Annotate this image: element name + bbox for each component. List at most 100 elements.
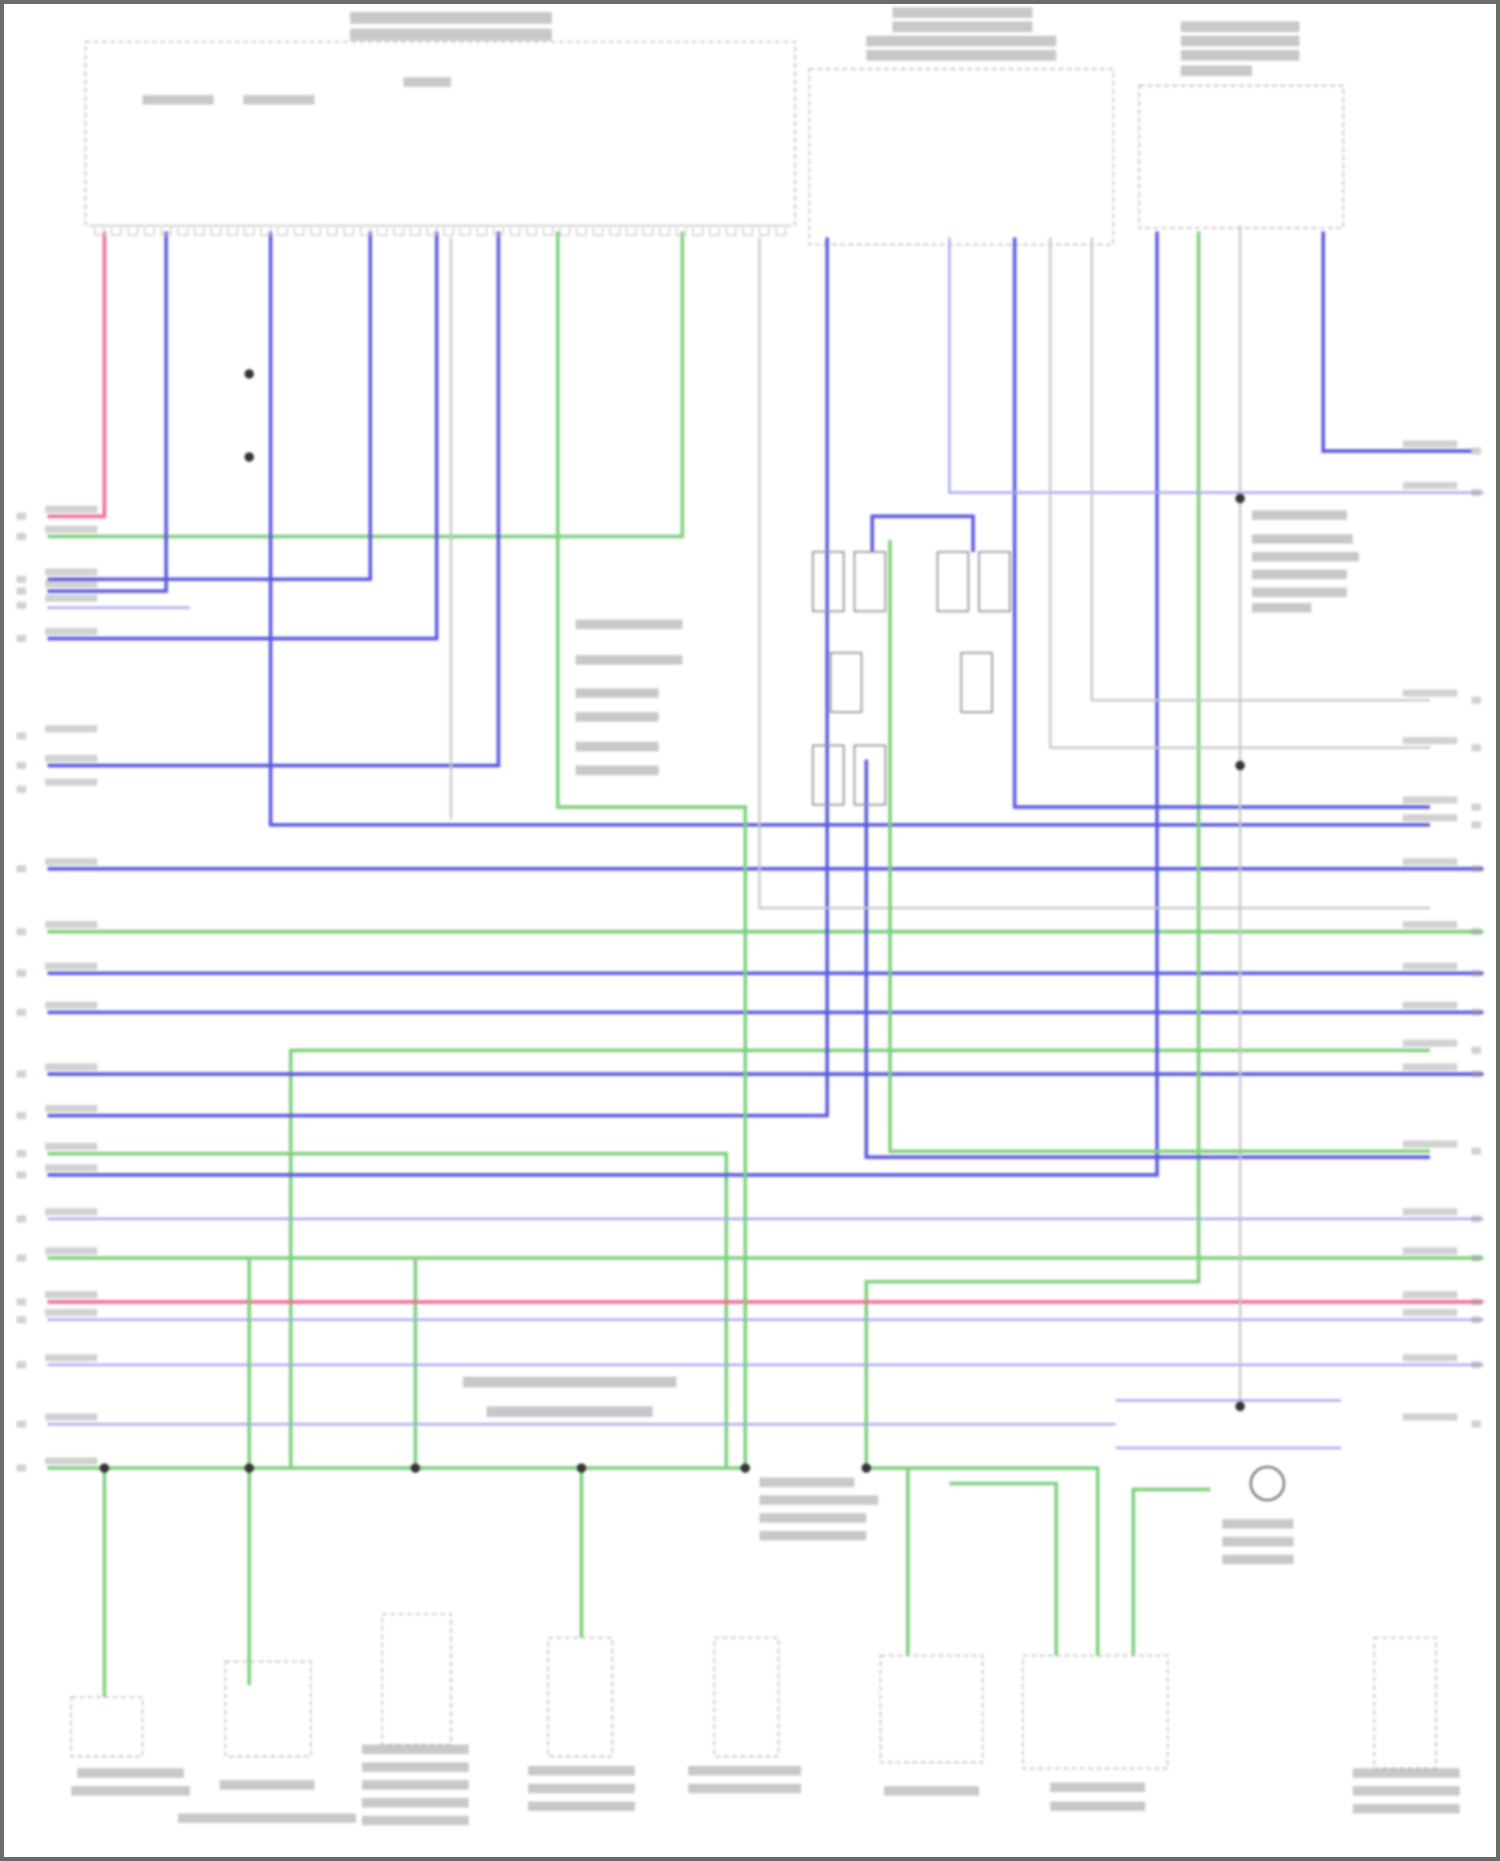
module-outline xyxy=(70,1696,144,1758)
label-text-block xyxy=(1050,1782,1146,1793)
wire-green xyxy=(47,231,685,539)
cavity-number xyxy=(16,928,27,936)
wire-light_gray xyxy=(1049,237,1430,749)
label-text-block xyxy=(759,1513,867,1523)
clockspring-icon xyxy=(1249,1465,1286,1502)
inline-connector xyxy=(936,551,970,613)
wire-label xyxy=(45,594,98,602)
cavity-number xyxy=(1471,821,1482,829)
pin-marker xyxy=(144,225,155,236)
cavity-number xyxy=(1471,1298,1482,1306)
label-text-block xyxy=(528,1783,635,1794)
wire-label xyxy=(1402,1140,1458,1148)
label-text-block xyxy=(1180,21,1300,33)
wire-blue xyxy=(268,231,1430,827)
wire-label xyxy=(45,1291,98,1299)
wire-label xyxy=(1402,1039,1458,1047)
wire-label xyxy=(1402,1309,1458,1317)
pin-marker xyxy=(642,225,654,236)
wire-label xyxy=(45,1001,98,1009)
splice-dot xyxy=(244,452,254,462)
cavity-number xyxy=(1471,969,1482,977)
label-text-block xyxy=(1180,49,1300,61)
cavity-number xyxy=(1471,696,1482,704)
cavity-number xyxy=(16,587,27,595)
pin-marker xyxy=(709,225,720,236)
cavity-number xyxy=(1471,1420,1482,1428)
wire-label xyxy=(1402,689,1458,697)
pin-marker xyxy=(609,225,621,236)
splice-dot xyxy=(244,1463,254,1473)
wire-label xyxy=(45,1164,98,1172)
pin-marker xyxy=(177,225,189,236)
label-text-block xyxy=(361,1762,469,1772)
pin-marker xyxy=(227,225,238,236)
label-text-block xyxy=(142,95,214,105)
cavity-number xyxy=(16,1070,27,1078)
wire-label xyxy=(1402,440,1458,448)
module-outline xyxy=(879,1654,984,1764)
cavity-number xyxy=(1471,803,1482,811)
inline-connector xyxy=(853,744,887,806)
wire-label xyxy=(45,1142,98,1151)
wire-green xyxy=(555,231,748,1469)
cavity-number xyxy=(1471,1316,1482,1324)
pin-marker xyxy=(310,225,322,236)
splice-dot xyxy=(99,1463,110,1473)
wire-light_gray xyxy=(758,237,1430,910)
wire-green xyxy=(288,1048,1430,1469)
wire-label xyxy=(45,1104,98,1113)
label-text-block xyxy=(1251,569,1347,580)
module-outline xyxy=(84,40,796,227)
inline-connector xyxy=(978,551,1011,613)
wire-label xyxy=(45,921,98,929)
pin-marker xyxy=(360,225,371,236)
cavity-number xyxy=(16,1316,27,1324)
label-text-block xyxy=(575,712,659,722)
label-text-block xyxy=(77,1768,184,1778)
pin-marker xyxy=(393,225,405,236)
pin-marker xyxy=(260,225,272,236)
cavity-number xyxy=(16,761,27,770)
label-text-block xyxy=(361,1744,469,1755)
wire-label xyxy=(45,1063,98,1071)
pin-marker xyxy=(410,225,421,236)
inline-connector xyxy=(960,651,993,714)
label-text-block xyxy=(1251,602,1312,613)
wire-label xyxy=(1402,1001,1458,1009)
wire-blue xyxy=(47,231,1159,1177)
wire-label xyxy=(1402,1208,1458,1216)
pin-marker xyxy=(526,225,537,236)
module-outline xyxy=(1022,1654,1169,1770)
label-text-block xyxy=(1180,35,1300,47)
cavity-number xyxy=(16,969,27,977)
wire-label xyxy=(45,1208,98,1216)
cavity-number xyxy=(16,635,27,643)
label-text-block xyxy=(575,765,659,776)
label-text-block xyxy=(361,1780,469,1790)
wire-blue xyxy=(47,231,501,768)
pin-marker xyxy=(542,225,554,236)
label-text-block xyxy=(1251,534,1353,544)
label-text-block xyxy=(892,21,1033,33)
splice-dot xyxy=(244,369,254,379)
wire-green xyxy=(866,1466,1100,1656)
module-outline xyxy=(808,68,1115,246)
pin-marker xyxy=(493,225,504,236)
module-outline xyxy=(713,1636,780,1758)
wire-blue xyxy=(870,514,975,552)
cavity-number xyxy=(16,1420,27,1428)
wire-label xyxy=(45,1413,98,1421)
pin-marker xyxy=(160,225,172,236)
pin-marker xyxy=(110,225,122,236)
wire-label xyxy=(45,505,98,513)
wire-label xyxy=(45,1247,98,1255)
wire-label xyxy=(45,1457,98,1465)
pin-marker xyxy=(426,225,438,236)
wire-label xyxy=(45,858,98,866)
cavity-number xyxy=(16,601,27,609)
label-text-block xyxy=(71,1786,190,1796)
label-text-block xyxy=(688,1765,802,1776)
wire-label xyxy=(1402,858,1458,866)
